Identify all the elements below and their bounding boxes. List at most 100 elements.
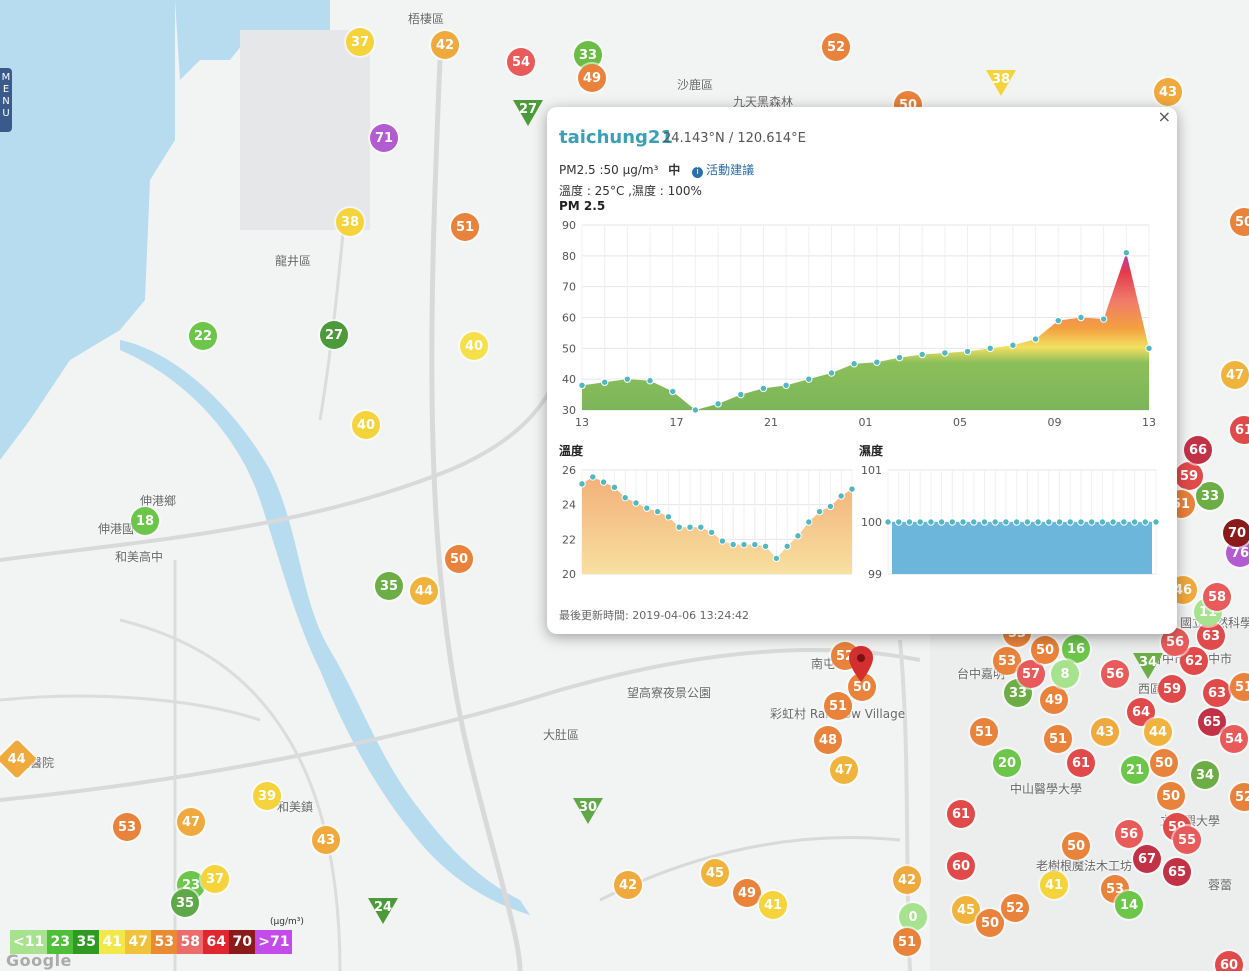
station-marker[interactable]: 56 (1115, 820, 1143, 848)
station-marker[interactable]: 0 (899, 903, 927, 931)
station-marker[interactable]: 35 (171, 889, 199, 917)
station-marker[interactable]: 42 (893, 866, 921, 894)
station-marker[interactable]: 27 (513, 100, 543, 126)
station-marker[interactable]: 45 (701, 859, 729, 887)
station-marker[interactable]: 24 (368, 898, 398, 924)
station-marker[interactable]: 55 (1173, 826, 1201, 854)
station-marker[interactable]: 52 (1230, 783, 1249, 811)
x-tick-label: 01 (859, 416, 873, 429)
station-marker[interactable]: 63 (1203, 679, 1231, 707)
data-point (589, 473, 597, 481)
station-marker[interactable]: 50 (976, 909, 1004, 937)
station-marker[interactable]: 49 (578, 64, 606, 92)
station-marker[interactable]: 50 (1031, 636, 1059, 664)
station-marker[interactable]: 61 (947, 800, 975, 828)
station-marker[interactable]: 52 (822, 33, 850, 61)
station-marker[interactable]: 58 (1203, 583, 1231, 611)
data-point (664, 513, 673, 521)
marker-value: 56 (1119, 826, 1139, 842)
station-marker[interactable]: 51 (451, 213, 479, 241)
station-marker[interactable]: 43 (1091, 718, 1119, 746)
station-marker[interactable]: 49 (1040, 686, 1068, 714)
station-marker[interactable]: 40 (460, 332, 488, 360)
station-marker[interactable]: 53 (1101, 875, 1129, 903)
station-marker[interactable]: 43 (1154, 78, 1182, 106)
menu-button[interactable]: MENU (0, 68, 12, 132)
station-marker[interactable]: 27 (320, 321, 348, 349)
station-marker[interactable]: 56 (1101, 660, 1129, 688)
station-marker[interactable]: 30 (573, 798, 603, 824)
station-marker[interactable]: 50 (1157, 782, 1185, 810)
station-marker[interactable]: 60 (1215, 951, 1243, 971)
close-icon[interactable]: × (1157, 107, 1171, 126)
station-marker[interactable]: 49 (733, 879, 761, 907)
station-marker[interactable]: 71 (370, 124, 398, 152)
station-marker[interactable]: 21 (1121, 756, 1149, 784)
station-marker[interactable]: 8 (1051, 660, 1079, 688)
station-marker[interactable]: 54 (1220, 725, 1248, 753)
station-marker[interactable]: 60 (947, 852, 975, 880)
station-marker[interactable]: 59 (1158, 675, 1186, 703)
station-marker[interactable]: 34 (1133, 653, 1163, 679)
station-marker[interactable]: 39 (253, 782, 281, 810)
x-tick-label: 09 (1048, 416, 1062, 429)
data-point (1122, 249, 1131, 257)
station-marker[interactable]: 61 (1230, 416, 1249, 444)
station-marker[interactable]: 50 (1062, 832, 1090, 860)
station-marker[interactable]: 53 (993, 647, 1021, 675)
station-marker[interactable]: 47 (830, 756, 858, 784)
marker-value: 60 (1219, 957, 1239, 971)
map-pin-icon[interactable] (849, 646, 873, 682)
station-marker[interactable]: 51 (1044, 725, 1072, 753)
station-marker[interactable]: 51 (970, 718, 998, 746)
station-marker[interactable]: 51 (893, 928, 921, 956)
station-marker[interactable]: 47 (177, 808, 205, 836)
station-marker[interactable]: 48 (814, 726, 842, 754)
data-point (1141, 518, 1149, 526)
station-marker[interactable]: 61 (1067, 749, 1095, 777)
station-marker[interactable]: 18 (131, 507, 159, 535)
station-marker[interactable]: 40 (352, 411, 380, 439)
station-marker[interactable]: 53 (113, 813, 141, 841)
station-marker[interactable]: 20 (993, 749, 1021, 777)
station-marker[interactable]: 22 (189, 322, 217, 350)
station-marker[interactable]: 41 (1040, 871, 1068, 899)
marker-value: 30 (578, 800, 598, 815)
station-marker[interactable]: 44 (410, 577, 438, 605)
station-marker[interactable]: 70 (1223, 519, 1249, 547)
station-marker[interactable]: 38 (986, 70, 1016, 96)
station-marker[interactable]: 37 (201, 865, 229, 893)
data-point (1031, 335, 1040, 343)
station-marker[interactable]: 63 (1197, 622, 1225, 650)
station-marker[interactable]: 16 (1062, 635, 1090, 663)
station-marker[interactable]: 47 (1221, 361, 1249, 389)
station-marker[interactable]: 50 (1230, 208, 1249, 236)
station-marker[interactable]: 52 (1001, 894, 1029, 922)
station-marker[interactable]: 66 (1184, 436, 1212, 464)
station-marker[interactable]: 33 (1196, 482, 1224, 510)
station-marker[interactable]: 51 (824, 692, 852, 720)
station-marker[interactable]: 42 (614, 871, 642, 899)
station-marker[interactable]: 51 (1230, 673, 1249, 701)
station-marker[interactable]: 54 (507, 48, 535, 76)
station-marker[interactable]: 50 (445, 545, 473, 573)
station-marker[interactable]: 67 (1133, 845, 1161, 873)
station-marker[interactable]: 35 (375, 572, 403, 600)
station-marker[interactable]: 57 (1017, 660, 1045, 688)
station-marker[interactable]: 44 (1144, 718, 1172, 746)
data-point (1045, 518, 1053, 526)
station-marker[interactable]: 65 (1163, 858, 1191, 886)
station-marker[interactable]: 34 (1191, 761, 1219, 789)
station-marker[interactable]: 43 (312, 826, 340, 854)
station-marker[interactable]: 41 (759, 891, 787, 919)
station-marker[interactable]: 42 (431, 31, 459, 59)
station-marker[interactable]: 37 (346, 28, 374, 56)
station-marker[interactable]: 45 (952, 896, 980, 924)
station-marker[interactable]: 59 (1175, 462, 1203, 490)
data-point (600, 378, 609, 386)
station-marker[interactable]: 14 (1115, 891, 1143, 919)
activity-advice-link[interactable]: i 活動建議 (692, 163, 754, 178)
marker-value: 50 (1035, 642, 1055, 658)
station-marker[interactable]: 50 (1150, 749, 1178, 777)
station-marker[interactable]: 38 (336, 208, 364, 236)
